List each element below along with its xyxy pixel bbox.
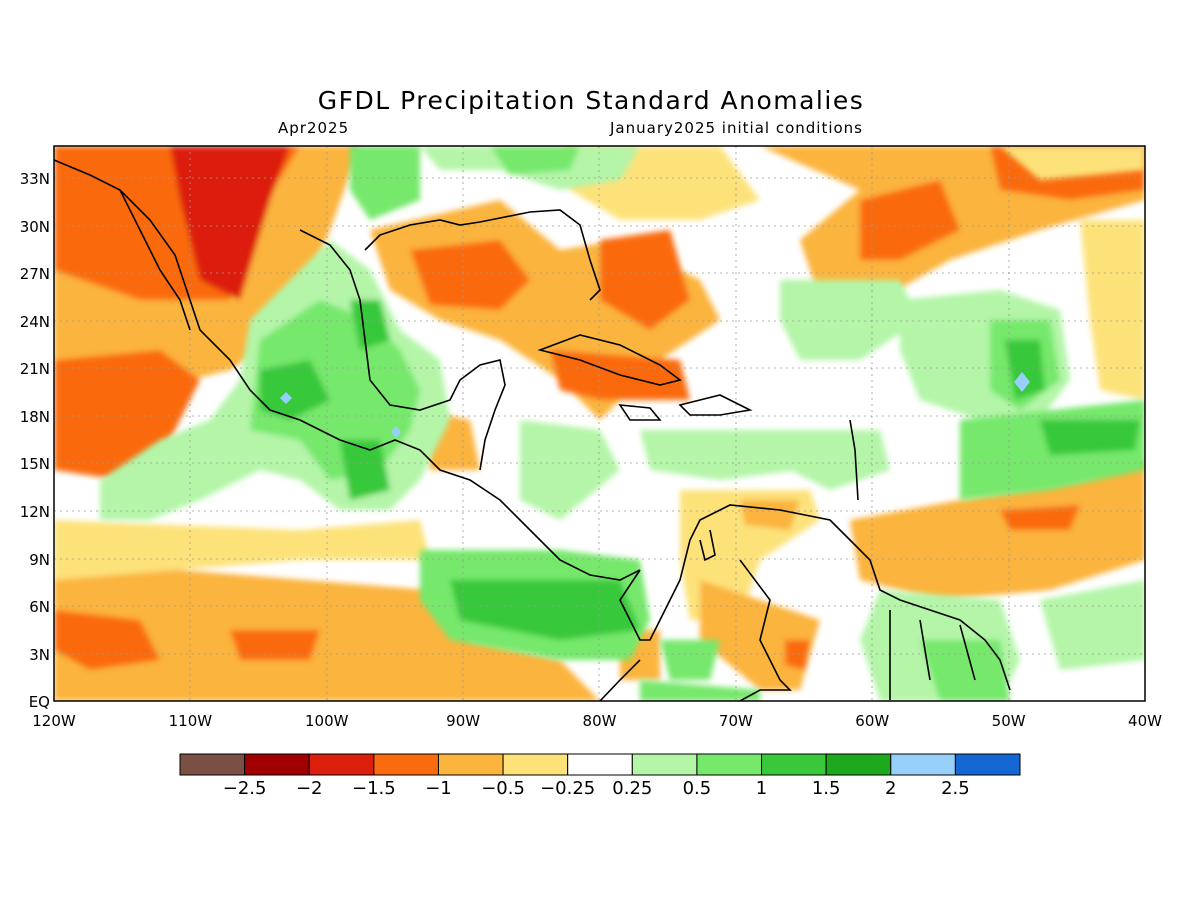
- lat-tick-label: 12N: [20, 503, 50, 521]
- colorbar-label: −1: [425, 778, 452, 799]
- colorbar-labels: −2.5 −2 −1.5 −1 −0.5 −0.25 0.25 0.5 1 1.5 2 2.5: [223, 778, 970, 799]
- colorbar-label: 2: [885, 778, 896, 799]
- colorbar-swatch: [761, 753, 827, 776]
- lat-tick-label: 3N: [29, 646, 50, 664]
- graticule: [54, 146, 1145, 701]
- colorbar-swatch: [437, 753, 504, 776]
- lon-tick-label: 80W: [583, 712, 617, 730]
- colorbar-swatch: [696, 753, 763, 776]
- lat-tick-label: 33N: [20, 170, 50, 188]
- colorbar-swatch: [954, 753, 1021, 776]
- lon-tick-label: 110W: [169, 712, 213, 730]
- lat-tick-label: 6N: [29, 598, 50, 616]
- coastlines: [54, 159, 1011, 701]
- lat-tick-label: 21N: [20, 360, 50, 378]
- colorbar-swatch: [373, 753, 439, 776]
- colorbar-swatch: [179, 753, 246, 776]
- lat-tick-label: 30N: [20, 218, 50, 236]
- colorbar-swatch: [567, 753, 633, 776]
- colorbar-swatch: [502, 753, 569, 776]
- colorbar-swatch: [890, 753, 956, 776]
- colorbar-swatch: [308, 753, 375, 776]
- map-title: GFDL Precipitation Standard Anomalies: [317, 86, 865, 115]
- anomaly-field: [54, 146, 1145, 701]
- lon-tick-label: 50W: [992, 712, 1026, 730]
- lon-tick-label: 90W: [446, 712, 480, 730]
- lon-tick-label: 40W: [1128, 712, 1162, 730]
- colorbar-label: −0.25: [540, 778, 595, 799]
- colorbar-label: −2.5: [223, 778, 267, 799]
- lat-tick-label: 15N: [20, 455, 50, 473]
- colorbar-label: 0.25: [612, 778, 652, 799]
- lat-tick-label: EQ: [29, 693, 50, 711]
- colorbar: [179, 753, 1021, 776]
- lat-tick-label: 24N: [20, 313, 50, 331]
- initial-conditions-label: January2025 initial conditions: [610, 119, 863, 137]
- longitude-labels: 120W 110W 100W 90W 80W 70W 60W 50W 40W: [32, 712, 1162, 730]
- forecast-month: Apr2025: [278, 119, 350, 137]
- colorbar-label: −1.5: [352, 778, 396, 799]
- colorbar-label: −2: [296, 778, 323, 799]
- colorbar-label: 1.5: [812, 778, 841, 799]
- lat-tick-label: 18N: [20, 408, 50, 426]
- lon-tick-label: 70W: [719, 712, 753, 730]
- lon-tick-label: 100W: [305, 712, 349, 730]
- colorbar-label: 1: [756, 778, 767, 799]
- latitude-labels: 33N 30N 27N 24N 21N 18N 15N 12N 9N 6N 3N EQ: [20, 170, 50, 711]
- map-frame: [53, 145, 1146, 702]
- colorbar-swatch: [244, 753, 310, 776]
- colorbar-swatch: [825, 753, 892, 776]
- lat-tick-label: 27N: [20, 265, 50, 283]
- lon-tick-label: 120W: [32, 712, 76, 730]
- lat-tick-label: 9N: [29, 551, 50, 569]
- colorbar-label: −0.5: [481, 778, 525, 799]
- colorbar-swatch: [631, 753, 698, 776]
- colorbar-label: 0.5: [683, 778, 712, 799]
- colorbar-label: 2.5: [941, 778, 970, 799]
- lon-tick-label: 60W: [855, 712, 889, 730]
